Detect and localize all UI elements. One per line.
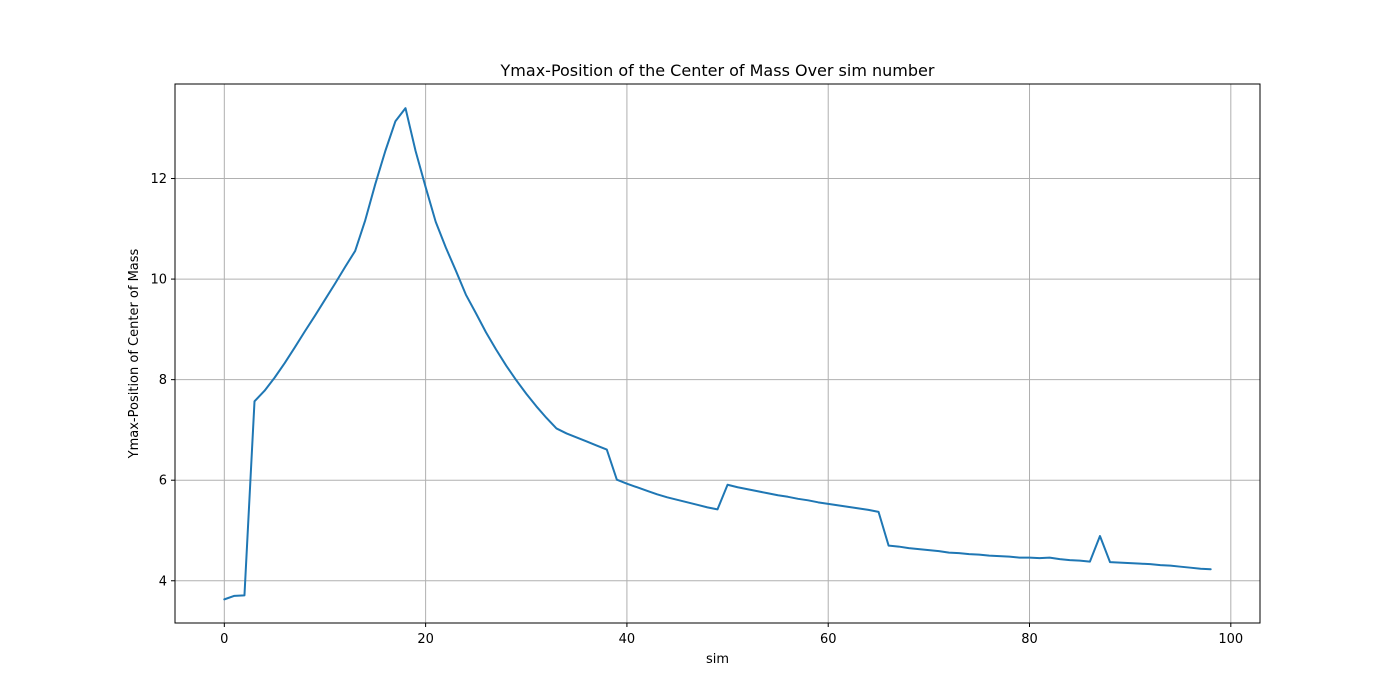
series-line bbox=[223, 107, 1212, 601]
x-tick-label: 0 bbox=[220, 632, 228, 647]
y-tick-label: 10 bbox=[150, 273, 167, 288]
y-tick-label: 4 bbox=[159, 574, 167, 589]
y-axis-title: Ymax-Position of Center of Mass bbox=[127, 248, 142, 459]
tick-layer: 0 20 40 60 80 100 4 6 8 10 12 bbox=[150, 172, 1243, 647]
x-tick-label: 40 bbox=[619, 632, 636, 647]
y-tick-label: 8 bbox=[159, 373, 167, 388]
x-axis-title: sim bbox=[706, 652, 729, 667]
x-tick-label: 20 bbox=[417, 632, 434, 647]
chart-title: Ymax-Position of the Center of Mass Over… bbox=[500, 61, 935, 80]
y-tick-label: 6 bbox=[159, 474, 167, 489]
x-tick-label: 60 bbox=[820, 632, 837, 647]
data-line-layer bbox=[223, 107, 1212, 601]
plot-frame bbox=[174, 83, 1261, 624]
y-tick-label: 12 bbox=[150, 172, 167, 187]
grid-layer bbox=[175, 84, 1260, 623]
x-tick-label: 100 bbox=[1218, 632, 1243, 647]
x-tick-label: 80 bbox=[1021, 632, 1038, 647]
